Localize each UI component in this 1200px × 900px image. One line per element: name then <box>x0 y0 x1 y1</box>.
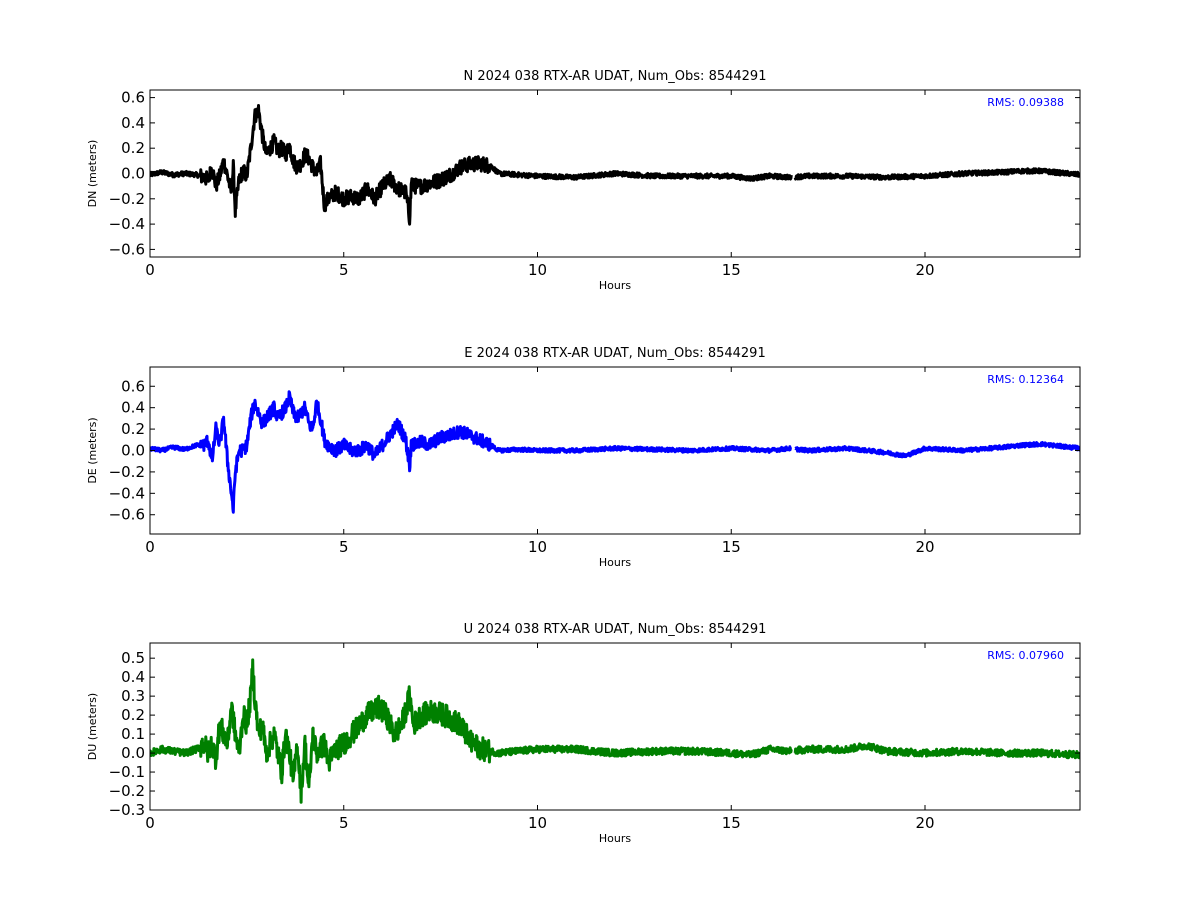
y-tick-label: 0.2 <box>121 706 145 724</box>
series-line-segment <box>794 441 1080 459</box>
y-tick-label: −0.1 <box>109 763 145 781</box>
data-line <box>150 390 1080 514</box>
x-tick-label: 10 <box>528 814 547 832</box>
y-tick-label: 0.4 <box>121 114 145 132</box>
y-axis-label: DU (meters) <box>86 693 99 760</box>
y-tick-label: 0.0 <box>121 165 145 183</box>
rms-annotation: RMS: 0.07960 <box>987 649 1064 662</box>
data-line <box>150 658 1080 804</box>
chart-panel: U 2024 038 RTX-AR UDAT, Num_Obs: 8544291… <box>86 622 1081 845</box>
x-tick-label: 15 <box>722 538 741 556</box>
y-tick-label: −0.4 <box>109 484 145 502</box>
x-axis-label: Hours <box>599 832 631 845</box>
y-tick-label: 0.2 <box>121 420 145 438</box>
y-tick-label: 0.6 <box>121 89 145 107</box>
y-tick-label: 0.0 <box>121 442 145 460</box>
y-tick-label: 0.5 <box>121 649 145 667</box>
y-tick-label: 0.4 <box>121 668 145 686</box>
x-tick-label: 5 <box>339 538 349 556</box>
chart-title: E 2024 038 RTX-AR UDAT, Num_Obs: 8544291 <box>464 346 765 361</box>
y-tick-label: 0.1 <box>121 725 145 743</box>
series-line-segment <box>150 658 793 804</box>
series-line-segment <box>150 390 793 514</box>
y-tick-label: −0.6 <box>109 240 145 258</box>
y-tick-label: −0.3 <box>109 801 145 819</box>
x-tick-label: 5 <box>339 814 349 832</box>
chart-panel: E 2024 038 RTX-AR UDAT, Num_Obs: 8544291… <box>86 346 1081 569</box>
x-tick-label: 15 <box>722 261 741 279</box>
x-tick-label: 0 <box>145 538 155 556</box>
series-line-segment <box>150 104 793 226</box>
x-tick-label: 20 <box>915 538 934 556</box>
y-tick-label: 0.0 <box>121 744 145 762</box>
x-axis-label: Hours <box>599 279 631 292</box>
series-line-segment <box>793 167 1080 181</box>
data-line <box>150 104 1080 226</box>
y-axis-label: DE (meters) <box>86 417 99 483</box>
y-tick-label: −0.6 <box>109 506 145 524</box>
chart-title: U 2024 038 RTX-AR UDAT, Num_Obs: 8544291 <box>464 622 767 637</box>
x-tick-label: 15 <box>722 814 741 832</box>
x-tick-label: 0 <box>145 814 155 832</box>
x-tick-label: 5 <box>339 261 349 279</box>
y-tick-label: 0.4 <box>121 399 145 417</box>
series-line-segment <box>793 742 1080 760</box>
y-tick-label: −0.4 <box>109 215 145 233</box>
x-tick-label: 0 <box>145 261 155 279</box>
y-tick-label: −0.2 <box>109 782 145 800</box>
x-tick-label: 20 <box>915 814 934 832</box>
y-axis-label: DN (meters) <box>86 140 99 208</box>
chart-panel: N 2024 038 RTX-AR UDAT, Num_Obs: 8544291… <box>86 69 1081 292</box>
rms-annotation: RMS: 0.09388 <box>987 96 1064 109</box>
x-tick-label: 20 <box>915 261 934 279</box>
chart-title: N 2024 038 RTX-AR UDAT, Num_Obs: 8544291 <box>464 69 767 84</box>
y-tick-label: −0.2 <box>109 190 145 208</box>
x-axis-label: Hours <box>599 556 631 569</box>
y-tick-label: 0.3 <box>121 687 145 705</box>
x-tick-label: 10 <box>528 538 547 556</box>
rms-annotation: RMS: 0.12364 <box>987 373 1064 386</box>
y-tick-label: 0.6 <box>121 377 145 395</box>
y-tick-label: 0.2 <box>121 139 145 157</box>
x-tick-label: 10 <box>528 261 547 279</box>
y-tick-label: −0.2 <box>109 463 145 481</box>
plot-frame <box>149 642 1081 811</box>
